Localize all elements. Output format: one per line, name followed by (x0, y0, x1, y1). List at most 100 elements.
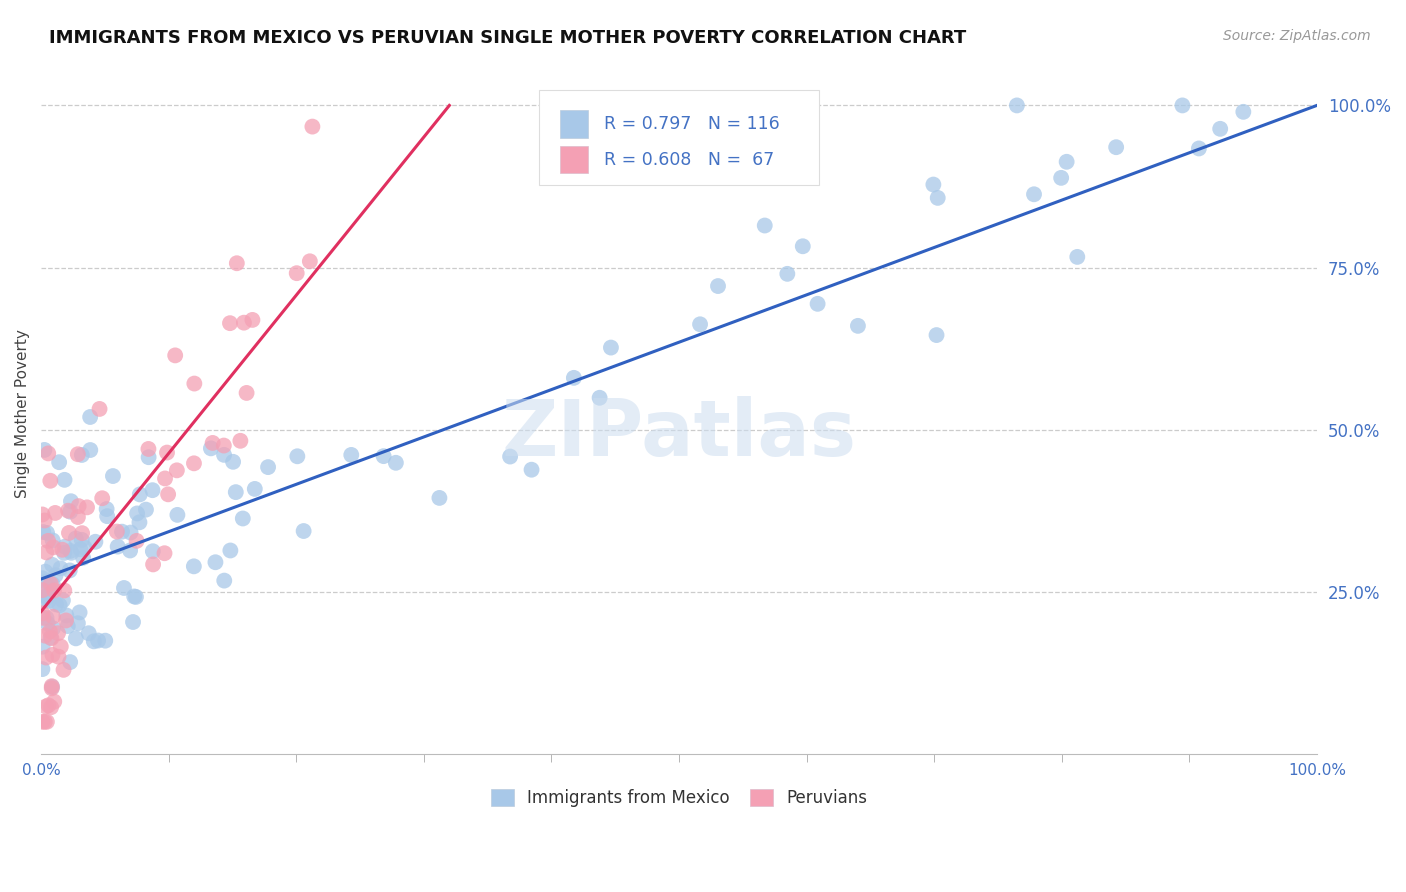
Point (35, 589, 58, 603)
Point (257, 460, 280, 475)
Point (67, 499, 90, 513)
Point (42, 609, 65, 624)
FancyBboxPatch shape (538, 90, 820, 186)
Point (1209, 121, 1232, 136)
Point (285, 266, 308, 280)
Point (31, 508, 53, 522)
Text: R = 0.608   N =  67: R = 0.608 N = 67 (603, 151, 773, 169)
Point (51, 542, 73, 557)
Point (60, 546, 83, 560)
Point (128, 516, 150, 530)
Point (120, 543, 142, 558)
Point (53, 583, 76, 598)
Point (125, 533, 148, 548)
Point (153, 471, 176, 485)
Point (96, 502, 118, 516)
Point (44, 695, 66, 709)
Point (214, 574, 236, 588)
Point (201, 436, 224, 450)
Point (212, 438, 235, 452)
Point (125, 590, 148, 604)
Point (66, 447, 89, 461)
Point (235, 386, 257, 401)
Point (39, 631, 62, 645)
Point (1066, 250, 1088, 264)
Point (37, 533, 59, 548)
Point (96, 509, 118, 524)
Point (73, 541, 96, 555)
Point (46, 626, 69, 640)
Point (59, 505, 82, 519)
Point (58, 525, 80, 540)
Point (79, 409, 101, 424)
Point (138, 450, 160, 465)
Point (37, 590, 59, 604)
Point (94, 633, 117, 648)
Point (120, 525, 142, 540)
Point (59, 494, 82, 508)
Point (65, 532, 87, 546)
Point (32, 611, 55, 625)
Point (112, 581, 135, 595)
Point (135, 502, 157, 516)
Point (922, 178, 945, 192)
Point (34, 514, 56, 528)
Point (807, 297, 830, 311)
Point (70, 533, 93, 547)
Point (65, 632, 87, 646)
Point (225, 485, 247, 500)
Point (35, 611, 58, 625)
Point (1105, 140, 1128, 154)
Legend: Immigrants from Mexico, Peruvians: Immigrants from Mexico, Peruvians (484, 782, 875, 814)
Point (707, 279, 730, 293)
Point (1232, 104, 1254, 119)
Point (219, 316, 242, 330)
Point (56, 504, 79, 518)
Point (31, 640, 53, 654)
Point (41, 632, 63, 646)
Point (385, 456, 408, 470)
Point (39, 624, 62, 639)
Point (41, 577, 63, 591)
Text: IMMIGRANTS FROM MEXICO VS PERUVIAN SINGLE MOTHER POVERTY CORRELATION CHART: IMMIGRANTS FROM MEXICO VS PERUVIAN SINGL… (49, 29, 966, 46)
Point (35, 699, 58, 714)
Point (1022, 187, 1045, 202)
Point (70, 448, 93, 462)
Point (76, 500, 98, 515)
Point (754, 219, 776, 233)
Point (520, 463, 543, 477)
Point (340, 448, 363, 462)
Text: Source: ZipAtlas.com: Source: ZipAtlas.com (1223, 29, 1371, 43)
Point (42, 621, 65, 635)
Point (49, 640, 72, 654)
Point (37, 581, 59, 595)
Point (111, 524, 134, 539)
Point (229, 434, 252, 448)
Point (225, 256, 247, 270)
Point (232, 316, 254, 330)
Point (689, 318, 711, 332)
Point (204, 555, 226, 569)
Point (70, 526, 93, 541)
Point (35, 525, 58, 540)
Point (42, 583, 65, 598)
Point (285, 450, 308, 464)
Point (66, 510, 89, 524)
Point (122, 590, 145, 604)
Point (301, 120, 323, 134)
Point (101, 469, 124, 483)
Point (157, 487, 180, 501)
Point (41, 648, 63, 662)
Point (846, 318, 869, 333)
Point (156, 445, 179, 459)
Point (89, 401, 111, 416)
Point (41, 558, 63, 572)
Point (242, 313, 264, 327)
Point (1056, 154, 1078, 169)
Point (32, 594, 55, 608)
Point (166, 463, 188, 477)
Point (52, 593, 75, 607)
Point (138, 442, 160, 456)
Point (165, 348, 187, 362)
Point (45, 598, 67, 612)
